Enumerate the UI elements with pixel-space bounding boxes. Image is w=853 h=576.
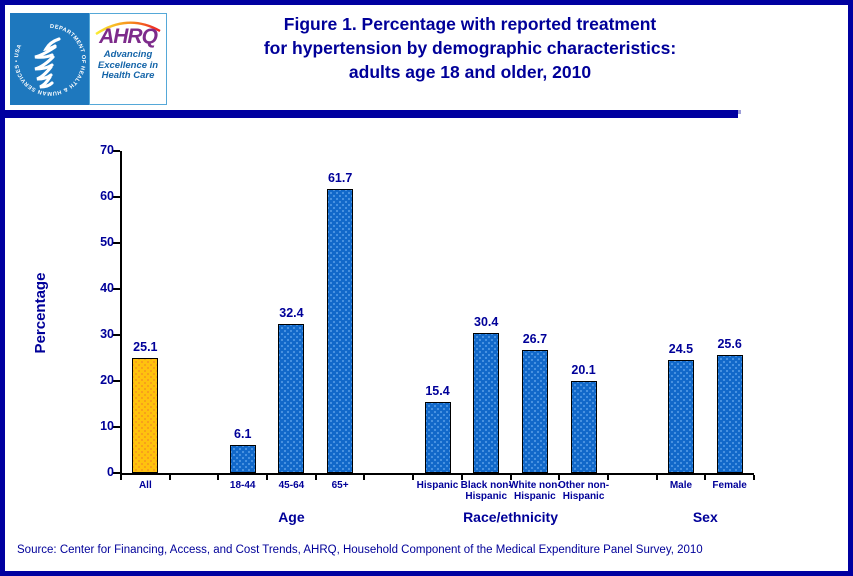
category-label-black-non-hispanic: Black non- Hispanic — [460, 480, 512, 502]
bar-18-44 — [229, 444, 256, 473]
category-label-other-non-hispanic: Other non- Hispanic — [558, 480, 610, 502]
category-label-all: All — [138, 480, 152, 491]
figure-title-line: adults age 18 and older, 2010 — [348, 62, 592, 82]
figure-title-line: Figure 1. Percentage with reported treat… — [283, 14, 657, 34]
y-tick — [112, 334, 120, 336]
bar-other-non-hispanic — [570, 380, 597, 473]
figure-title-line: for hypertension by demographic characte… — [263, 38, 677, 58]
tagline-line: Advancing — [103, 49, 153, 60]
bar-45-64 — [278, 323, 305, 473]
bar-hispanic — [424, 402, 451, 473]
value-label-65+: 61.7 — [327, 171, 353, 186]
header-divider-bevel — [738, 110, 741, 114]
y-tick — [112, 196, 120, 198]
figure-title: Figure 1. Percentage with reported treat… — [170, 12, 770, 84]
group-label-raceethnicity: Race/ethnicity — [463, 509, 558, 525]
value-label-18-44: 6.1 — [234, 426, 252, 441]
tagline-line: Excellence in — [97, 59, 159, 71]
bar-female — [716, 355, 743, 473]
y-tick-label: 70 — [100, 143, 114, 157]
value-label-black-non-hispanic: 30.4 — [474, 315, 499, 330]
value-label-female: 25.6 — [717, 337, 742, 352]
y-tick-label: 0 — [107, 465, 114, 479]
y-tick — [112, 150, 120, 152]
y-tick-label: 60 — [100, 189, 114, 203]
value-label-45-64: 32.4 — [279, 305, 304, 320]
x-tick — [363, 475, 366, 480]
category-label-white-non-hispanic: White non- Hispanic — [509, 480, 561, 502]
x-tick — [412, 475, 415, 480]
x-tick — [606, 475, 609, 480]
x-tick — [558, 475, 561, 480]
y-tick-label: 10 — [100, 419, 114, 433]
bar-65+ — [327, 189, 354, 473]
y-tick-label: 20 — [100, 373, 114, 387]
y-tick-label: 40 — [100, 281, 114, 295]
value-label-hispanic: 15.4 — [425, 384, 450, 399]
rainbow-arc-icon — [95, 21, 161, 35]
category-label-hispanic: Hispanic — [416, 480, 459, 491]
x-tick — [314, 475, 317, 480]
x-tick — [509, 475, 512, 480]
y-axis-line — [120, 151, 122, 475]
bar-all — [132, 357, 159, 473]
group-label-age: Age — [278, 509, 305, 525]
x-tick — [753, 475, 755, 480]
ahrq-wordmark: AHRQ — [99, 25, 158, 48]
tagline-line: Health Care — [101, 70, 155, 81]
y-tick — [112, 242, 120, 244]
value-label-other-non-hispanic: 20.1 — [571, 362, 596, 377]
hhs-seal: DEPARTMENT OF HEALTH & HUMAN SERVICES • … — [10, 13, 89, 105]
x-tick — [655, 475, 658, 480]
value-label-male: 24.5 — [668, 342, 694, 357]
x-tick — [704, 475, 707, 480]
category-label-65+: 65+ — [331, 480, 349, 491]
x-tick — [168, 475, 171, 480]
x-tick — [266, 475, 269, 480]
bar-white-non-hispanic — [521, 350, 548, 473]
category-label-male: Male — [669, 480, 693, 491]
header-divider-bar — [0, 110, 738, 118]
value-label-white-non-hispanic: 26.7 — [522, 332, 548, 347]
source-note: Source: Center for Financing, Access, an… — [17, 544, 703, 556]
y-axis-title: Percentage — [32, 272, 49, 354]
group-label-sex: Sex — [692, 509, 718, 525]
bar-black-non-hispanic — [473, 333, 500, 473]
category-label-female: Female — [712, 480, 747, 491]
y-tick — [112, 426, 120, 428]
hhs-eagle-icon: DEPARTMENT OF HEALTH & HUMAN SERVICES • … — [14, 24, 86, 96]
y-tick — [112, 472, 120, 474]
category-label-45-64: 45-64 — [278, 480, 305, 491]
y-tick-label: 30 — [100, 327, 114, 341]
x-tick — [120, 475, 122, 480]
ahrq-tagline: Advancing Excellence in Health Care — [97, 49, 159, 82]
ahrq-panel: AHRQ Advancing Excellence in Health Care — [89, 13, 167, 105]
bar-male — [667, 360, 694, 473]
y-tick-label: 50 — [100, 235, 114, 249]
y-tick — [112, 380, 120, 382]
y-tick — [112, 288, 120, 290]
x-tick — [217, 475, 220, 480]
value-label-all: 25.1 — [133, 339, 158, 354]
hhs-ahrq-logo: DEPARTMENT OF HEALTH & HUMAN SERVICES • … — [10, 13, 167, 105]
x-tick — [460, 475, 463, 480]
category-label-18-44: 18-44 — [229, 480, 256, 491]
x-axis-line — [120, 473, 754, 475]
